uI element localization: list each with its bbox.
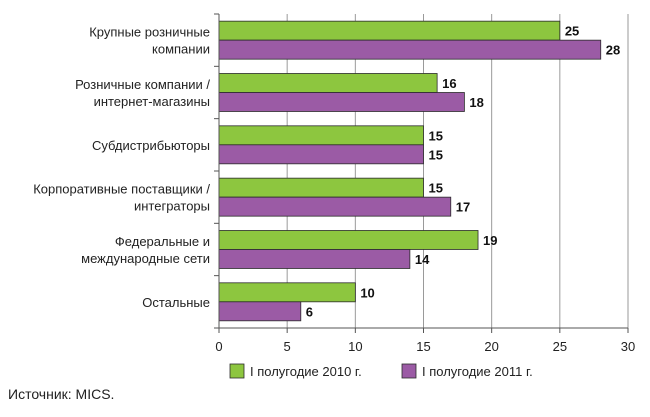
bar-2010 <box>218 230 479 250</box>
category-label: международные сети <box>81 251 210 266</box>
bar-2011 <box>218 39 602 60</box>
bar-2011 <box>218 249 411 269</box>
bar-2010 <box>218 177 424 198</box>
data-label: 14 <box>415 252 430 267</box>
x-tick-label: 25 <box>553 339 567 354</box>
axes: 0 5 10 15 20 25 30 <box>214 13 635 354</box>
bar-2010 <box>218 125 424 146</box>
bar-2010 <box>218 73 438 93</box>
category-label: интеграторы <box>134 199 210 214</box>
data-label: 15 <box>429 147 443 162</box>
category-label: компании <box>152 42 210 57</box>
category-labels: Крупные розничные компании Розничные компа… <box>33 25 210 310</box>
data-label: 15 <box>429 128 443 143</box>
data-label: 28 <box>606 43 620 58</box>
legend-swatch <box>229 363 245 379</box>
legend-label: I полугодие 2010 г. <box>250 364 362 379</box>
category-label: интернет-магазины <box>94 94 210 109</box>
category-label: Корпоративные поставщики / <box>33 182 210 197</box>
data-label: 15 <box>429 181 443 196</box>
data-label: 10 <box>360 285 374 300</box>
x-tick-label: 20 <box>484 339 498 354</box>
data-label: 18 <box>469 95 483 110</box>
bar-2010 <box>218 20 561 41</box>
data-label: 6 <box>306 304 313 319</box>
data-label: 25 <box>565 24 579 39</box>
legend-swatch <box>401 363 417 379</box>
bar-2011 <box>218 301 302 322</box>
bar-2011 <box>218 196 452 217</box>
x-tick-label: 15 <box>416 339 430 354</box>
grid-lines <box>286 14 629 328</box>
data-label: 16 <box>442 76 456 91</box>
category-label: Федеральные и <box>115 234 210 249</box>
x-tick-label: 10 <box>348 339 362 354</box>
bar-2010 <box>218 282 356 303</box>
category-label: Крупные розничные <box>89 25 210 40</box>
x-tick-label: 0 <box>215 339 222 354</box>
legend-label: I полугодие 2011 г. <box>422 364 533 379</box>
category-label: Остальные <box>142 295 210 310</box>
category-label: Субдистрибьюторы <box>92 138 210 153</box>
bar-2011 <box>218 144 424 165</box>
x-tick-label: 30 <box>621 339 635 354</box>
bar-2011 <box>218 92 465 112</box>
data-label: 17 <box>456 200 470 215</box>
data-label: 19 <box>483 233 497 248</box>
category-label: Розничные компании / <box>75 77 210 92</box>
source-note: Источник: MICS. <box>8 386 115 402</box>
legend: I полугодие 2010 г. I полугодие 2011 г. <box>229 363 533 379</box>
x-tick-label: 5 <box>284 339 291 354</box>
